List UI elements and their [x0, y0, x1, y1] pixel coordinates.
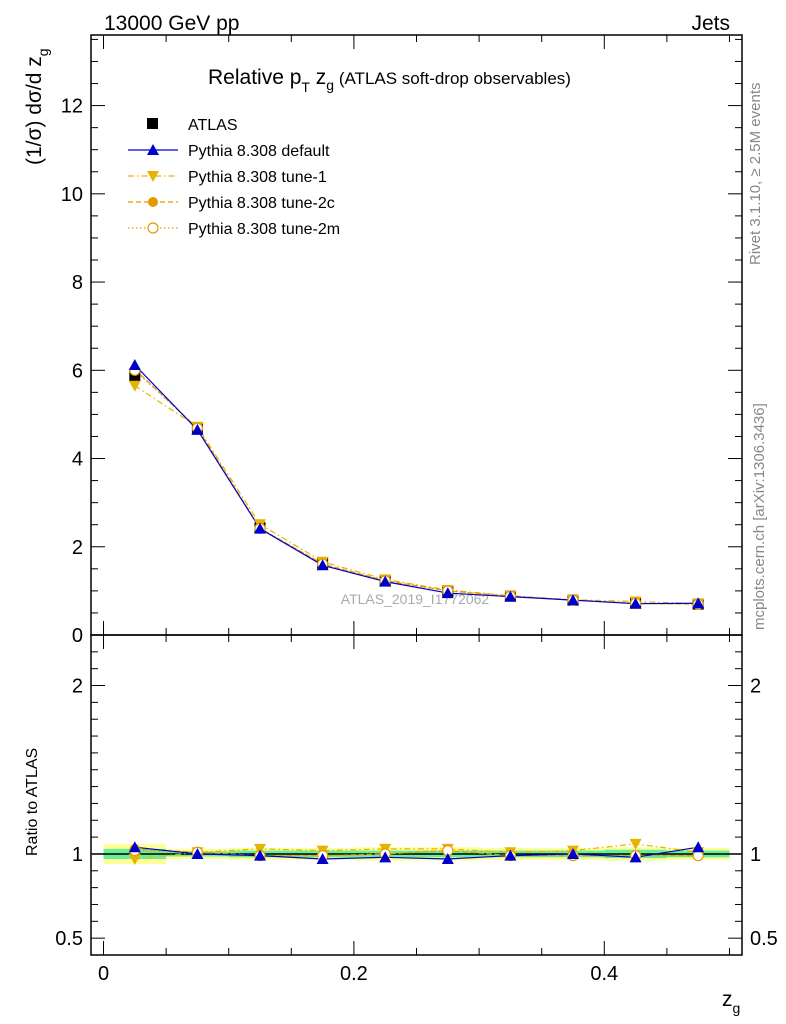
ratio-point-default — [128, 841, 141, 853]
legend-label-tune2m: Pythia 8.308 tune-2m — [188, 221, 340, 238]
main-line-tune1 — [134, 385, 699, 605]
main-point-tune1 — [128, 380, 141, 392]
x-tick-label: 0 — [98, 963, 109, 985]
ratio-y-tick-label: 1 — [72, 844, 83, 866]
main-point-default — [191, 423, 204, 435]
ratio-line-tune2c — [134, 848, 699, 857]
ratio-y-label: Ratio to ATLAS — [24, 748, 41, 856]
legend-label-default: Pythia 8.308 default — [188, 143, 330, 160]
main-y-tick-label: 2 — [72, 537, 83, 559]
main-line-tune2c — [134, 368, 699, 605]
ratio-point-default — [254, 849, 267, 861]
main-point-default — [504, 590, 517, 602]
main-y-tick-label: 4 — [72, 449, 83, 471]
main-y-tick-label: 6 — [72, 360, 83, 382]
ratio-point-default — [379, 851, 392, 863]
legend: ATLAS Pythia 8.308 default Pythia 8.308 … — [128, 117, 340, 238]
main-series-layer — [128, 359, 705, 610]
ratio-y-tick-label-right: 1 — [750, 844, 761, 866]
x-tick-label: 0.4 — [590, 963, 618, 985]
legend-label-atlas: ATLAS — [188, 117, 238, 134]
ratio-y-tick-label-right: 0.5 — [750, 928, 778, 950]
ratio-y-tick-label-right: 2 — [750, 676, 761, 698]
legend-marker-default — [147, 144, 159, 155]
legend-label-tune1: Pythia 8.308 tune-1 — [188, 169, 327, 186]
legend-entry-atlas: ATLAS — [147, 117, 238, 134]
main-point-default — [379, 575, 392, 587]
legend-entry-tune2m: Pythia 8.308 tune-2m — [128, 221, 340, 238]
main-line-default — [134, 364, 699, 605]
ratio-point-default — [566, 847, 579, 859]
ratio-point-default — [441, 853, 454, 864]
main-point-default — [566, 594, 579, 606]
legend-marker-tune2c — [148, 197, 158, 207]
x-tick-label: 0.2 — [340, 963, 368, 985]
main-y-ticks: 0 2 4 6 8 10 12 — [61, 38, 742, 647]
side-note-rivet: Rivet 3.1.10, ≥ 2.5M events — [747, 83, 764, 266]
side-note-mcplots: mcplots.cern.ch [arXiv:1306.3436] — [751, 403, 768, 630]
legend-entry-tune2c: Pythia 8.308 tune-2c — [128, 195, 335, 212]
main-point-default — [128, 359, 141, 370]
ratio-series-layer — [128, 838, 705, 865]
ratio-point-default — [191, 847, 204, 859]
analysis-watermark: ATLAS_2019_I1772062 — [341, 591, 490, 607]
legend-marker-tune1 — [147, 171, 159, 182]
main-y-tick-label: 12 — [61, 96, 83, 118]
main-point-default — [692, 597, 705, 609]
main-y-tick-label: 10 — [61, 184, 83, 206]
main-point-default — [441, 587, 454, 599]
ratio-point-default — [629, 851, 642, 863]
main-title: Relative pT zg (ATLAS soft-drop observab… — [208, 66, 571, 95]
ratio-uncertainty-bands — [92, 843, 741, 865]
ratio-line-default — [134, 846, 699, 860]
ratio-point-tune1 — [629, 838, 642, 850]
main-point-default — [316, 559, 329, 571]
header-left: 13000 GeV pp — [104, 12, 239, 35]
x-axis-label: zg — [722, 988, 740, 1016]
main-y-tick-label: 8 — [72, 272, 83, 294]
main-y-tick-label: 0 — [72, 625, 83, 647]
ratio-plot-frame — [90, 634, 743, 956]
legend-marker-atlas — [147, 118, 158, 129]
main-line-tune2m — [134, 369, 699, 605]
legend-entry-tune1: Pythia 8.308 tune-1 — [128, 169, 327, 186]
main-y-label: (1/σ) dσ/d zg — [23, 48, 51, 165]
main-point-default — [629, 597, 642, 609]
main-point-default — [254, 522, 267, 534]
ratio-point-tune1 — [128, 854, 141, 865]
ratio-point-default — [504, 849, 517, 861]
ratio-y-tick-label: 2 — [72, 676, 83, 698]
x-ticks: 0 0.2 0.4 — [98, 35, 730, 985]
legend-label-tune2c: Pythia 8.308 tune-2c — [188, 195, 335, 212]
legend-entry-default: Pythia 8.308 default — [128, 143, 330, 160]
ratio-y-ticks: 0.5 0.5 1 1 2 2 — [55, 651, 778, 950]
ratio-y-tick-label: 0.5 — [55, 928, 83, 950]
ratio-point-default — [316, 853, 329, 864]
legend-marker-tune2m — [147, 222, 159, 234]
ratio-point-default — [692, 841, 705, 853]
header-right: Jets — [691, 12, 730, 35]
ratio-point-tune1 — [254, 843, 267, 855]
